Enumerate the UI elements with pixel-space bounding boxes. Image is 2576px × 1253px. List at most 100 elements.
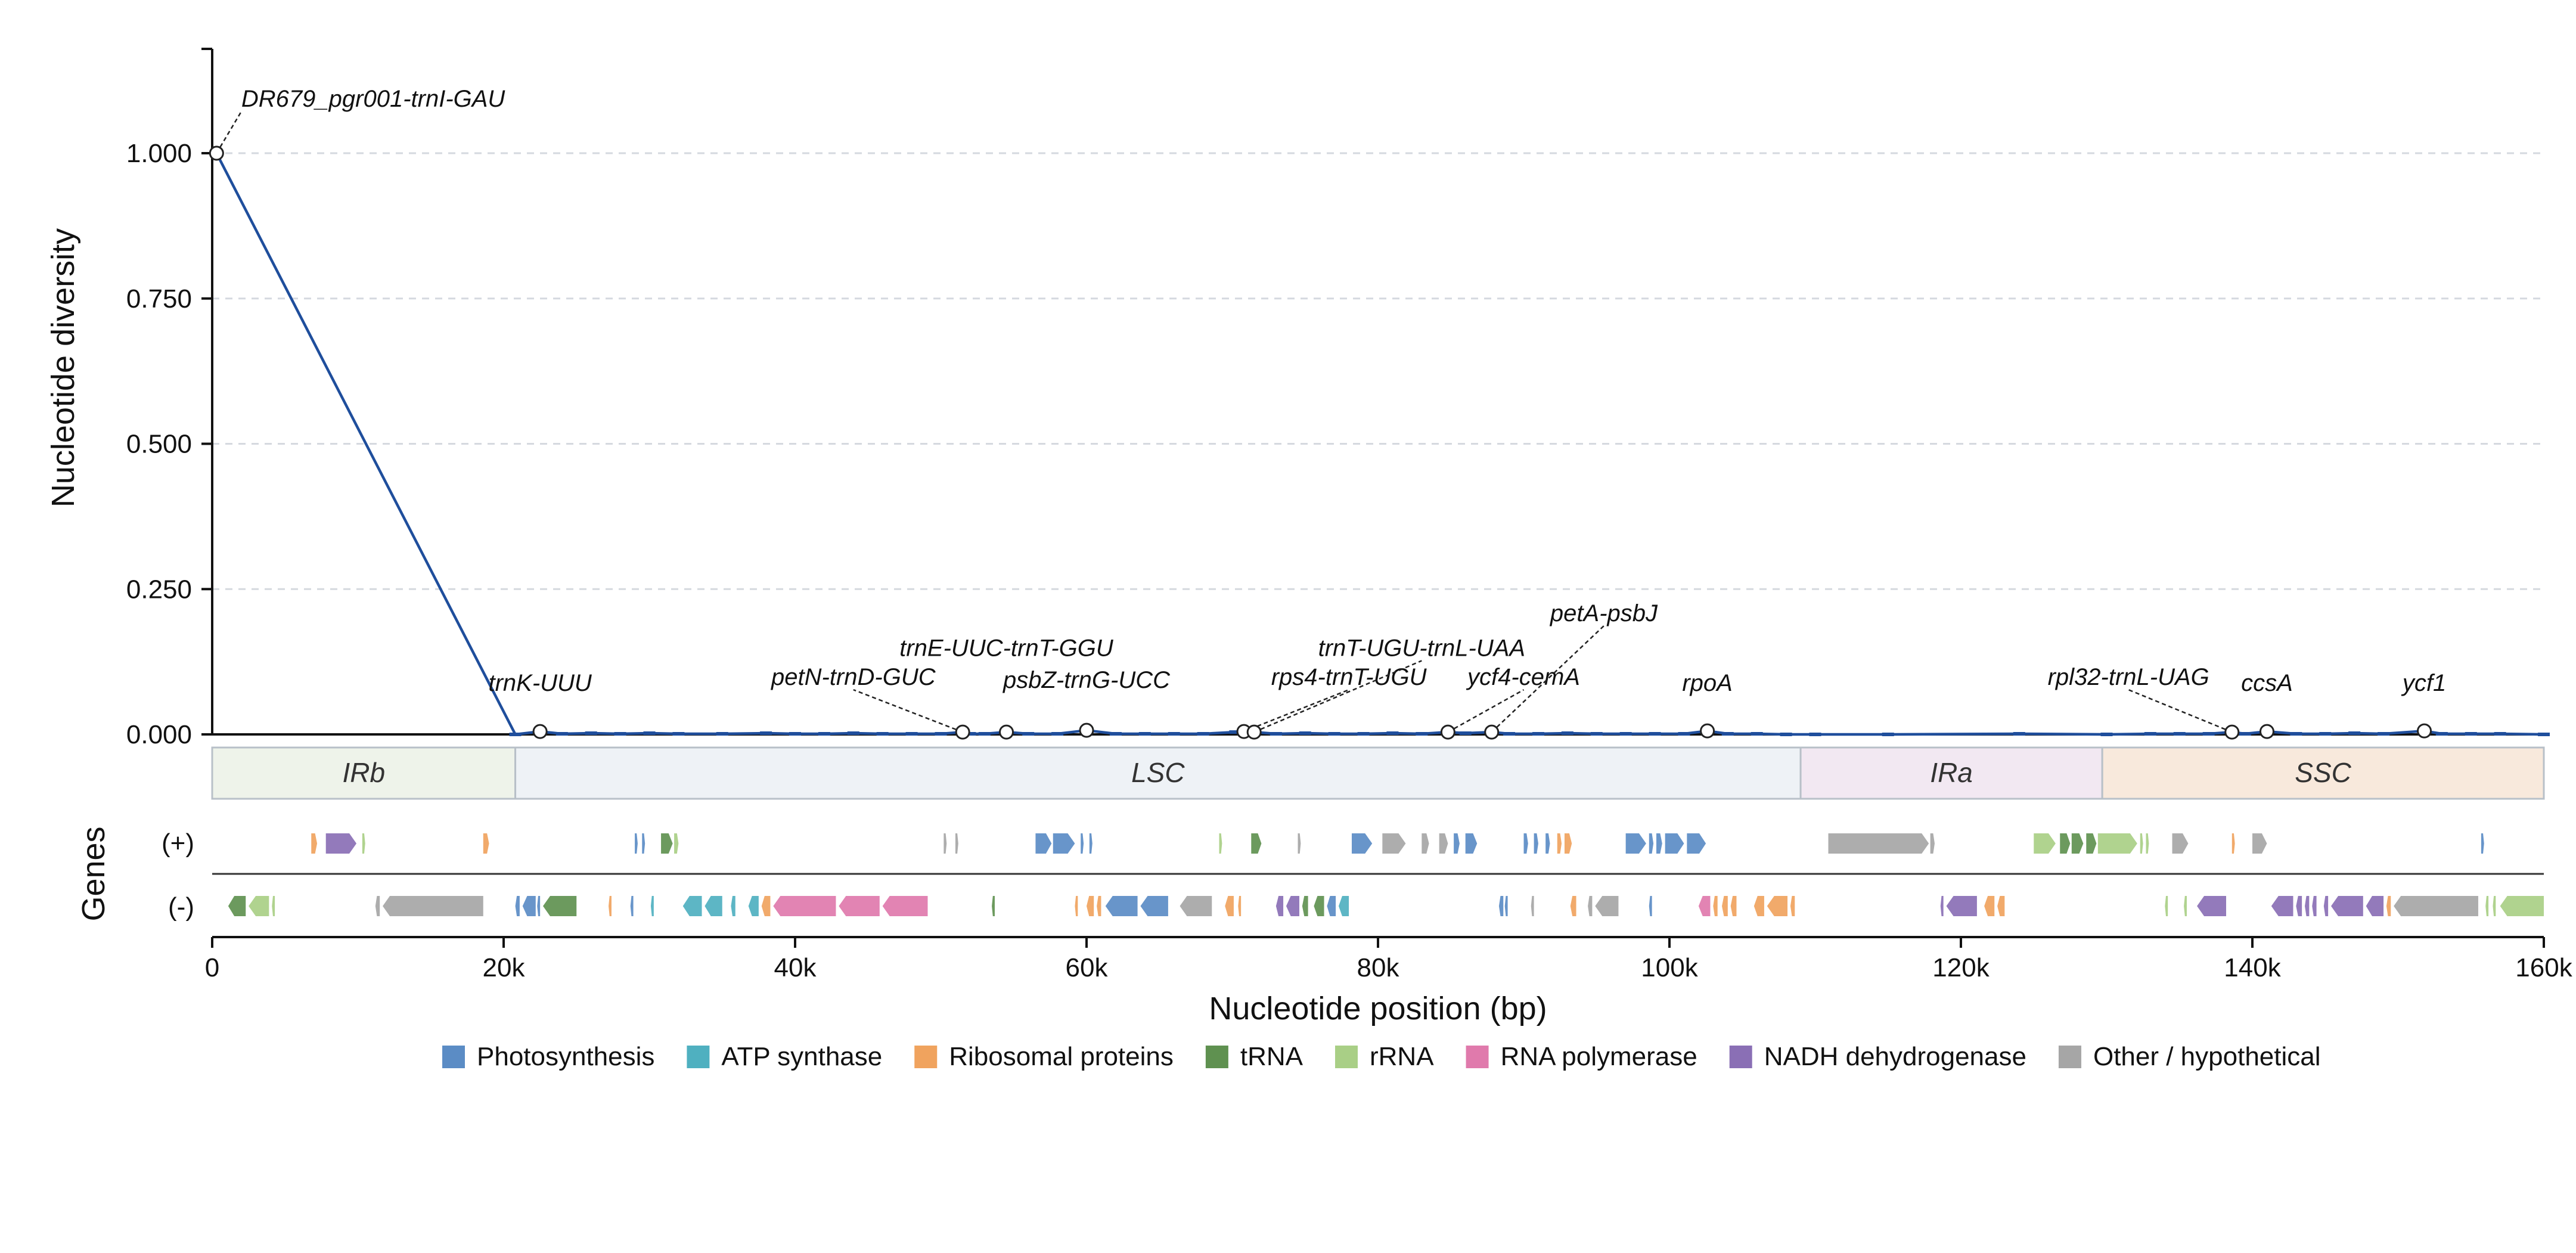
gene-arrow [375,896,380,916]
gene-arrow [1625,833,1646,854]
gene-arrow [1564,833,1572,854]
gene-arrow [1140,896,1168,916]
genes-track-title: Genes [76,826,111,921]
legend-label: Other / hypothetical [2093,1042,2321,1071]
gene-arrow [325,833,357,854]
gene-arrow [1035,833,1052,854]
region-label: IRa [1930,757,1973,788]
gene-arrow [748,896,759,916]
gene-arrow [1656,833,1662,854]
peak-label: ycf4-cemA [1466,664,1580,690]
gene-arrow [955,833,958,854]
gene-arrow [2140,833,2143,854]
gene-track [212,833,2544,916]
gene-arrow [1338,896,1349,916]
gene-arrow [1504,896,1508,916]
legend: Photosynthesis ATP synthase Ribosomal prot… [442,1042,2321,1071]
gene-arrow [650,896,654,916]
gene-arrow [992,896,995,916]
gene-arrow [1523,833,1528,854]
gene-arrow [1687,833,1706,854]
x-tick-label: 140k [2224,953,2281,982]
legend-swatch [1466,1046,1489,1068]
gene-arrow [1454,833,1460,854]
peak-label: petN-trnD-GUC [771,664,936,690]
gene-arrow [311,833,318,854]
gene-arrow [2312,896,2317,916]
gene-arrow [1698,896,1711,916]
gene-arrow [761,896,771,916]
y-tick-label: 0.000 [126,720,192,749]
gene-arrow [2165,896,2168,916]
peak-label: trnT-UGU-trnL-UAA [1318,635,1525,661]
peak-marker [2259,724,2274,739]
peak-leader-line [1491,625,1604,733]
peak-leader-line [2128,688,2233,733]
peak-label: petA-psbJ [1550,600,1658,626]
gene-arrow [1439,833,1448,854]
gene-arrow [1753,896,1764,916]
gene-arrow [1767,896,1788,916]
gene-arrow [1649,896,1652,916]
legend-label: tRNA [1240,1042,1303,1071]
peak-marker [1700,723,1715,739]
strand-plus-label: (+) [162,829,194,858]
gene-arrow [2493,896,2496,916]
gene-arrow [630,896,634,916]
gene-arrow [537,896,541,916]
x-tick-label: 160k [2515,953,2572,982]
gene-arrow [1219,833,1222,854]
gene-arrow [635,833,638,854]
gene-arrow [522,896,536,916]
x-tick-label: 20k [483,953,526,982]
gene-arrow [2394,896,2478,916]
peak-leader-line [216,111,242,154]
gene-arrow [2485,896,2489,916]
legend-swatch [914,1046,938,1068]
gene-arrow [1327,896,1336,916]
gene-arrow [1351,833,1373,854]
peak-marker [1079,722,1094,738]
gene-arrow [1089,833,1093,854]
peak-label: rpl32-trnL-UAG [2048,664,2209,690]
gene-arrow [2323,896,2329,916]
gene-arrow [1225,896,1234,916]
region-box [2101,746,2545,800]
peak-annotations: DR679_pgr001-trnI-GAU trnK-UUU petN-trnD-G… [209,86,2446,740]
gene-arrow [2034,833,2056,854]
gene-arrow [2071,833,2084,854]
axes: 0.000 0.250 0.500 0.750 1.000 0 20k 40k 60k 80k 10… [126,48,2573,982]
region-label: LSC [1131,757,1185,788]
gene-arrow [2232,833,2235,854]
gene-arrow [1730,896,1737,916]
gene-arrow [839,896,880,916]
legend-swatch [687,1046,710,1068]
gene-arrow [609,896,612,916]
gene-arrow [731,896,735,916]
gene-arrow [2184,896,2187,916]
gene-arrow [1595,896,1619,916]
gene-arrow [1075,896,1078,916]
gene-arrow [483,833,489,854]
gene-arrow [1665,833,1684,854]
gene-arrow [249,896,269,916]
peak-marker [999,724,1014,740]
x-tick-label: 80k [1357,953,1400,982]
region-box [1799,746,2103,800]
peak-leader-line [1447,689,1525,733]
region-box [211,746,517,800]
peak-label: ycf1 [2401,670,2446,696]
peak-marker [1246,724,1262,740]
gene-arrow [1946,896,1977,916]
gene-arrow [1545,833,1550,854]
gene-arrow [944,833,947,854]
peak-marker [1440,724,1455,740]
region-track: IRb LSC IRa SSC [211,746,2545,800]
gene-arrow [1722,896,1728,916]
legend-swatch [1729,1046,1752,1068]
peak-leader-line [1243,688,1349,733]
peak-label: trnE-UUC-trnT-GGU [899,635,1114,661]
gene-arrow [1828,833,1929,854]
legend-swatch [442,1046,465,1068]
y-tick-label: 0.250 [126,575,192,604]
